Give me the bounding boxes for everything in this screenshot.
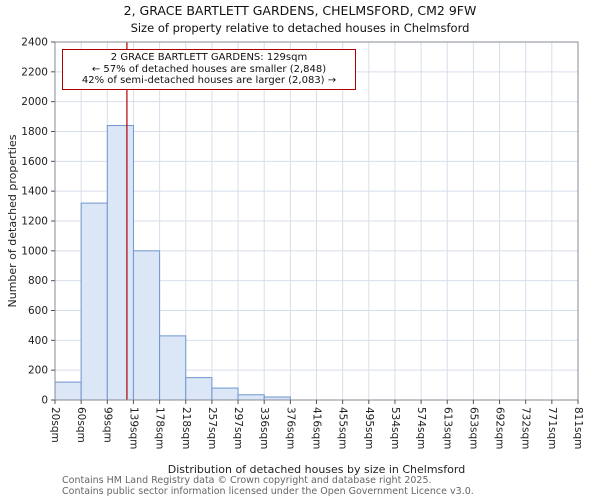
histogram-bar [80,202,108,401]
x-tick-label: 257sqm [206,407,218,449]
x-tick-label: 99sqm [101,407,113,443]
x-tick-label: 574sqm [415,407,427,449]
x-tick-label: 60sqm [75,407,87,443]
histogram-bar [106,125,134,401]
x-tick-label: 613sqm [441,407,453,449]
annotation-line-3: 42% of semi-detached houses are larger (… [81,75,337,86]
footer-line-2: Contains public sector information licen… [62,486,474,497]
x-tick-label: 692sqm [494,407,506,449]
x-tick-label: 178sqm [154,407,166,449]
x-tick-label: 139sqm [127,407,139,449]
y-tick-label: 400 [28,335,48,347]
x-tick-label: 376sqm [284,407,296,449]
annotation-line-1: 2 GRACE BARTLETT GARDENS: 129sqm [110,52,308,63]
y-tick-label: 2400 [21,37,48,49]
y-tick-label: 1400 [21,186,48,198]
x-tick-label: 297sqm [232,407,244,449]
x-tick-label: 771sqm [546,407,558,449]
x-tick-label: 336sqm [258,407,270,449]
histogram-bar [185,377,213,401]
y-tick-label: 2200 [21,66,48,78]
x-tick-label: 218sqm [180,407,192,449]
y-tick-label: 1800 [21,126,48,138]
y-tick-label: 600 [28,305,48,317]
x-tick-label: 416sqm [311,407,323,449]
chart-title: 2, GRACE BARTLETT GARDENS, CHELMSFORD, C… [123,3,477,18]
histogram-bar [54,381,82,401]
y-tick-label: 0 [41,395,48,407]
property-annotation-box: 2 GRACE BARTLETT GARDENS: 129sqm ← 57% o… [62,49,356,90]
footer-line-1: Contains HM Land Registry data © Crown c… [62,475,432,486]
histogram-bar [132,250,161,401]
y-tick-label: 2000 [21,96,48,108]
x-tick-label: 455sqm [337,407,349,449]
histogram-bar [211,387,239,401]
histogram-bar [237,394,265,401]
chart-subtitle: Size of property relative to detached ho… [130,21,470,35]
y-tick-label: 800 [28,275,48,287]
x-axis-label: Distribution of detached houses by size … [167,463,466,476]
x-tick-label: 495sqm [363,407,375,449]
x-tick-label: 811sqm [572,407,584,449]
y-tick-label: 1000 [21,245,48,257]
annotation-line-2: ← 57% of detached houses are smaller (2,… [91,63,327,75]
y-tick-label: 1600 [21,156,48,168]
x-tick-label: 732sqm [520,407,532,449]
y-axis-label: Number of detached properties [6,134,19,308]
y-tick-label: 200 [28,365,48,377]
x-tick-label: 534sqm [389,407,401,449]
y-tick-label: 1200 [21,216,48,228]
histogram-bar [159,335,187,401]
x-tick-label: 20sqm [49,407,61,443]
x-tick-label: 653sqm [467,407,479,449]
